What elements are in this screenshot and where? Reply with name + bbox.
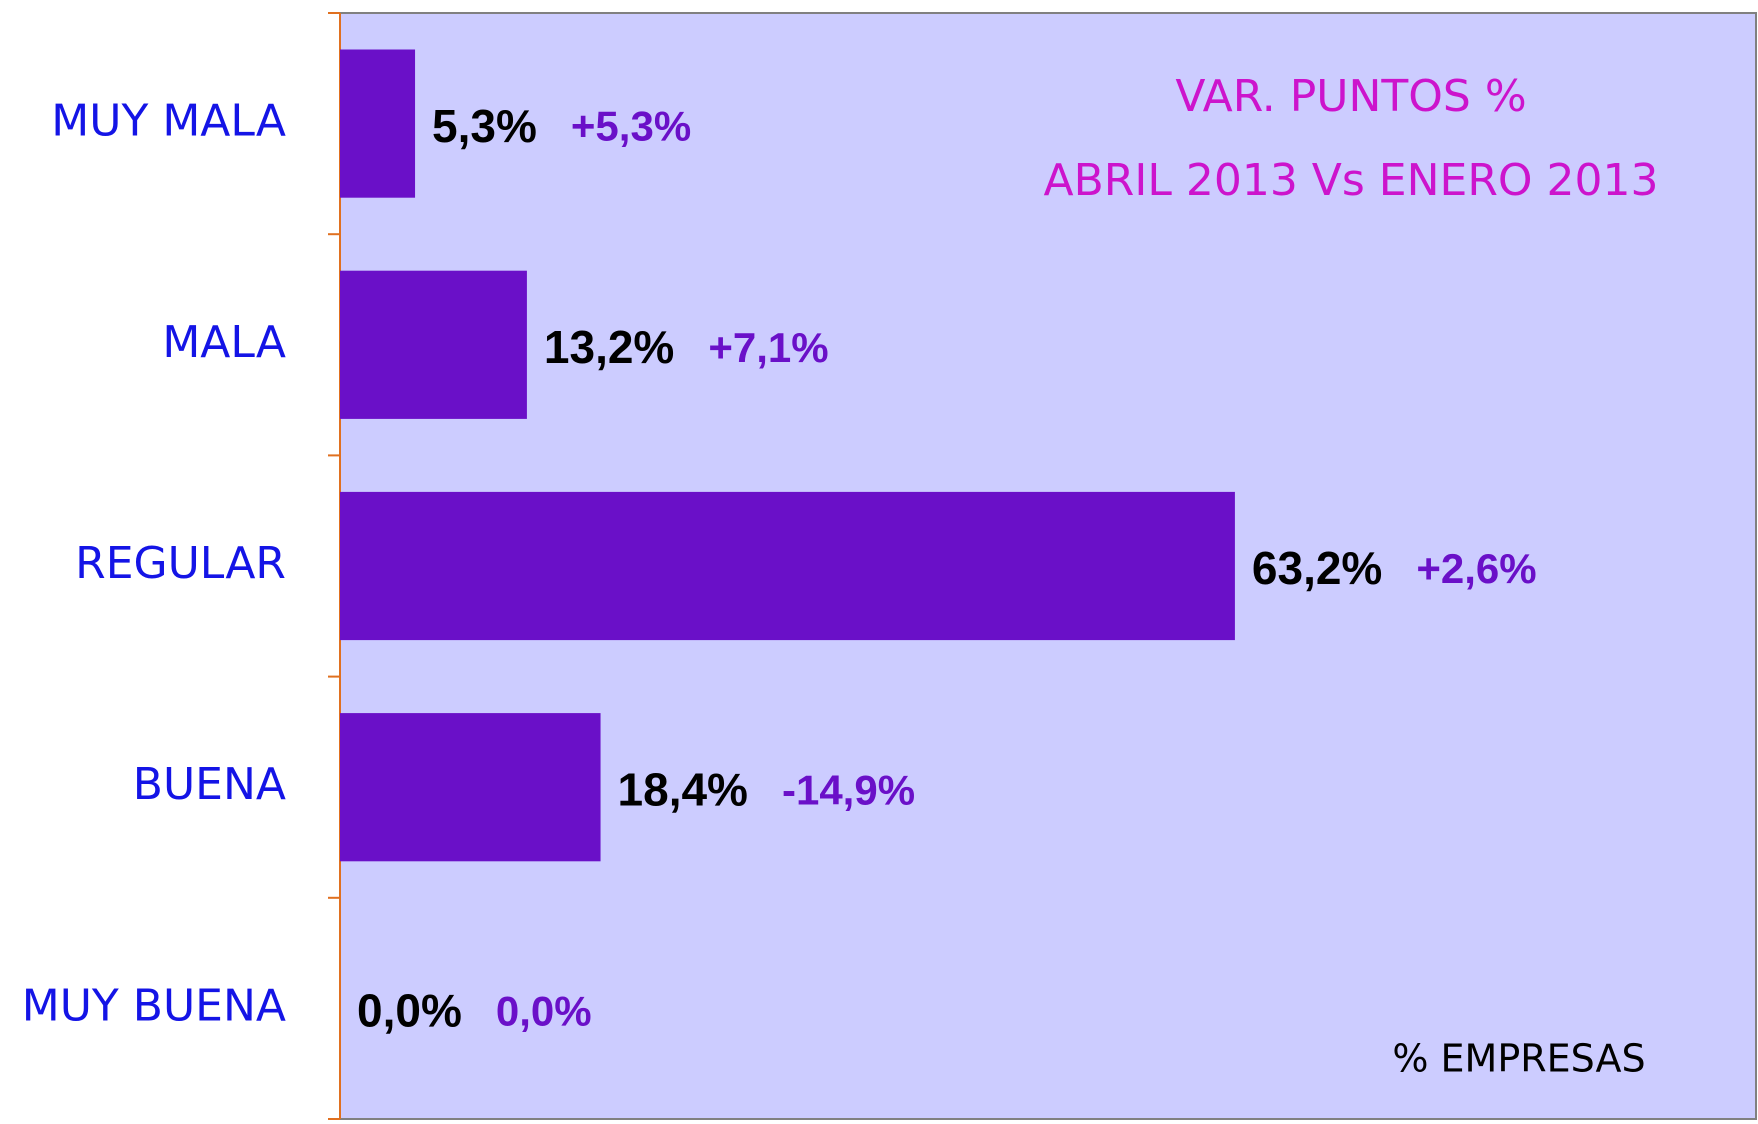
category-label: MALA (162, 317, 286, 368)
chart-title: VAR. PUNTOS % (1175, 71, 1526, 122)
value-label: 0,0% (357, 985, 462, 1037)
category-label: MUY BUENA (22, 980, 286, 1031)
change-label: +5,3% (571, 103, 691, 150)
value-label: 18,4% (618, 763, 748, 815)
bar (340, 713, 601, 862)
category-label: MUY MALA (51, 96, 286, 147)
change-label: +7,1% (708, 324, 828, 371)
chart-subtitle: ABRIL 2013 Vs ENERO 2013 (1044, 155, 1659, 206)
category-label: BUENA (133, 759, 286, 810)
change-label: +2,6% (1416, 545, 1536, 592)
bar (340, 49, 416, 198)
change-label: -14,9% (782, 766, 915, 813)
change-label: 0,0% (496, 987, 592, 1034)
value-label: 5,3% (432, 100, 537, 152)
value-label: 13,2% (544, 321, 674, 373)
value-label: 63,2% (1252, 542, 1382, 594)
category-label: REGULAR (75, 538, 286, 589)
x-axis-label: % EMPRESAS (1392, 1037, 1645, 1081)
bar (340, 270, 527, 419)
bar (340, 491, 1235, 641)
